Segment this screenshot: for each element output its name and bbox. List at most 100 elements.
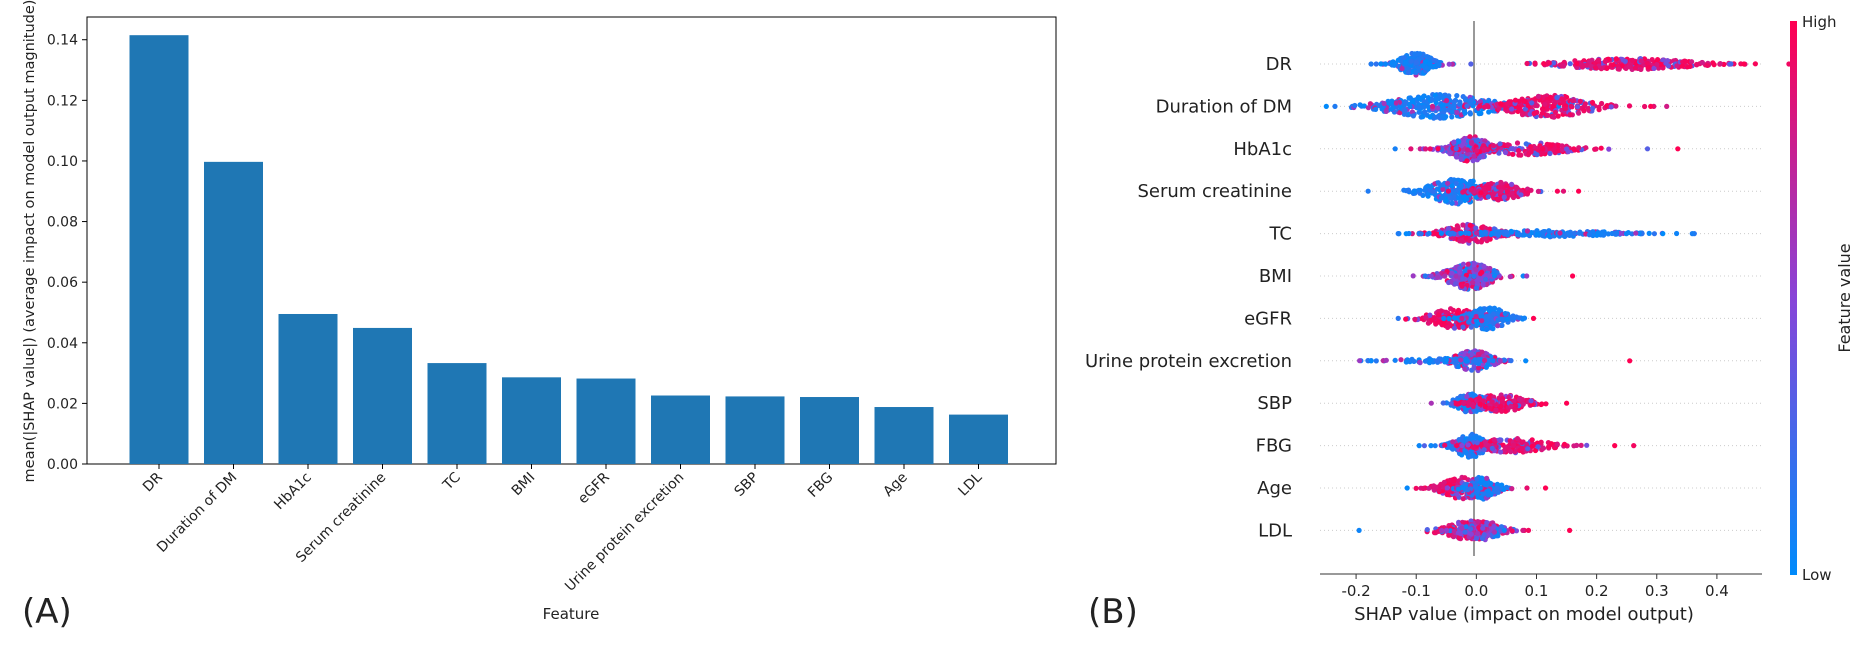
shap-point xyxy=(1447,195,1453,201)
x-tick-label: 0.2 xyxy=(1585,582,1609,600)
shap-point xyxy=(1498,524,1505,530)
shap-point xyxy=(1367,101,1373,107)
shap-point xyxy=(1451,533,1457,539)
shap-point xyxy=(1486,395,1492,401)
shap-point xyxy=(1459,442,1465,449)
feature-label: DR xyxy=(1266,54,1292,75)
x-tick-label: BMI xyxy=(509,470,539,500)
shap-point xyxy=(1438,308,1444,314)
shap-point xyxy=(1509,106,1515,112)
shap-point xyxy=(1649,57,1655,63)
shap-point xyxy=(1453,400,1459,407)
shap-point xyxy=(1485,488,1491,494)
shap-point xyxy=(1477,485,1483,491)
shap-point xyxy=(1409,109,1415,115)
shap-point xyxy=(1610,62,1616,68)
shap-point xyxy=(1497,357,1503,364)
shap-point xyxy=(1424,527,1430,533)
feature-label: SBP xyxy=(1257,393,1292,414)
shap-point xyxy=(1599,100,1605,107)
shap-point xyxy=(1460,141,1466,147)
shap-point xyxy=(1436,62,1442,68)
x-tick-label: DR xyxy=(140,469,166,495)
shap-point xyxy=(1332,103,1338,109)
y-tick-label: 0.04 xyxy=(47,336,78,352)
shap-point xyxy=(1630,57,1636,64)
shap-point xyxy=(1559,96,1565,102)
shap-point xyxy=(1518,192,1524,198)
shap-point xyxy=(1546,228,1552,234)
shap-point xyxy=(1494,485,1500,491)
shap-point xyxy=(1644,60,1650,66)
shap-point xyxy=(1682,58,1689,64)
shap-point xyxy=(1431,57,1437,64)
shap-point xyxy=(1482,481,1488,487)
shap-point xyxy=(1436,312,1442,318)
x-tick-label: 0.4 xyxy=(1705,582,1729,600)
shap-point xyxy=(1454,93,1460,99)
shap-point xyxy=(1357,102,1363,108)
shap-point xyxy=(1529,437,1535,443)
shap-point xyxy=(1468,526,1474,532)
beeswarm-x-label: SHAP value (impact on model output) xyxy=(1354,604,1694,625)
shap-point xyxy=(1467,222,1473,228)
shap-point xyxy=(1433,114,1439,120)
shap-point xyxy=(1646,230,1652,236)
shap-point xyxy=(1447,231,1453,237)
x-tick-label: 0.3 xyxy=(1645,582,1669,600)
shap-point xyxy=(1413,485,1419,491)
shap-point xyxy=(1486,109,1492,115)
shap-point xyxy=(1455,225,1461,231)
shap-point xyxy=(1717,61,1723,67)
feature-label: Duration of DM xyxy=(1156,96,1292,117)
shap-point xyxy=(1462,230,1468,236)
shap-point xyxy=(1413,59,1419,66)
shap-point xyxy=(1626,64,1632,70)
shap-point xyxy=(1612,231,1618,237)
shap-point xyxy=(1448,306,1454,312)
shap-point xyxy=(1435,105,1441,111)
shap-point xyxy=(1616,66,1622,72)
shap-point xyxy=(1441,106,1447,112)
shap-point xyxy=(1484,520,1490,526)
shap-point xyxy=(1589,99,1596,106)
shap-point xyxy=(1632,65,1638,71)
shap-point xyxy=(1478,314,1484,320)
shap-point xyxy=(1491,273,1498,279)
shap-point xyxy=(1444,485,1450,491)
shap-point xyxy=(1399,65,1405,72)
shap-point xyxy=(1462,529,1468,535)
shap-point xyxy=(1451,478,1457,484)
shap-point xyxy=(1627,358,1633,364)
shap-point xyxy=(1689,59,1695,65)
shap-point xyxy=(1510,194,1517,201)
shap-point xyxy=(1411,358,1417,364)
bar xyxy=(576,378,636,464)
shap-point xyxy=(1655,57,1661,63)
shap-point xyxy=(1438,230,1444,236)
shap-point xyxy=(1352,102,1358,109)
shap-point xyxy=(1479,322,1485,328)
shap-point xyxy=(1420,485,1426,491)
shap-point xyxy=(1474,476,1480,482)
shap-point xyxy=(1484,326,1490,332)
shap-point xyxy=(1473,309,1479,315)
shap-point xyxy=(1534,103,1540,109)
shap-point xyxy=(1644,146,1651,152)
shap-point xyxy=(1468,101,1474,107)
shap-point xyxy=(1427,114,1433,120)
shap-point xyxy=(1525,527,1532,534)
bar xyxy=(949,414,1008,464)
shap-point xyxy=(1509,528,1515,534)
shap-point xyxy=(1373,106,1379,112)
shap-point xyxy=(1417,187,1423,193)
shap-point xyxy=(1422,59,1428,65)
shap-point xyxy=(1548,142,1554,148)
shap-point xyxy=(1579,64,1586,70)
shap-point xyxy=(1522,106,1528,112)
shap-point xyxy=(1443,198,1449,204)
x-tick-label: HbA1c xyxy=(271,470,315,514)
shap-point xyxy=(1490,358,1496,364)
shap-point xyxy=(1481,146,1487,152)
x-tick-label: eGFR xyxy=(575,469,613,507)
